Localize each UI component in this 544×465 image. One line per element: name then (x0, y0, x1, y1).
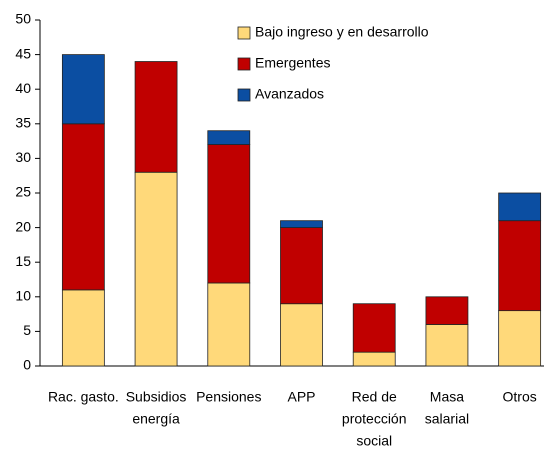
bar-segment (61, 54, 105, 125)
bar-segment (498, 310, 542, 367)
legend-label: Emergentes (255, 55, 330, 71)
y-tick-label: 30 (15, 149, 31, 165)
y-tick-label: 40 (15, 80, 31, 96)
y-tick-label: 50 (15, 11, 31, 27)
bar-segment (352, 351, 396, 367)
bar-segment (425, 324, 469, 367)
x-tick-label: social (356, 433, 392, 449)
y-tick-label: 15 (15, 253, 31, 269)
x-tick-label: salarial (425, 411, 469, 427)
y-tick-label: 0 (23, 357, 31, 373)
x-tick-label: Pensiones (196, 389, 261, 405)
bar-segment (61, 289, 105, 367)
y-tick-label: 20 (15, 218, 31, 234)
bar-segment (134, 171, 178, 367)
bar-segment (352, 303, 396, 353)
x-tick-label: energía (132, 411, 180, 427)
y-tick-label: 5 (23, 322, 31, 338)
legend-swatch (237, 88, 251, 102)
x-tick-label: Red de (352, 389, 397, 405)
x-tick-label: Otros (503, 389, 537, 405)
y-tick-label: 10 (15, 288, 31, 304)
y-tick-label: 35 (15, 115, 31, 131)
bar-segment (498, 220, 542, 312)
bar-segment (134, 61, 178, 173)
legend-label: Avanzados (255, 86, 324, 102)
x-tick-label: Masa (430, 389, 464, 405)
bar-segment (280, 303, 323, 367)
x-tick-label: Rac. gasto. (48, 389, 119, 405)
bar-segment (207, 144, 251, 284)
bar-segment (280, 227, 323, 305)
legend-label: Bajo ingreso y en desarrollo (255, 24, 429, 40)
x-tick-label: Subsidios (126, 389, 187, 405)
y-tick-label: 25 (15, 184, 31, 200)
legend-swatch (237, 26, 251, 40)
bar-segment (61, 123, 105, 291)
bar-segment (207, 130, 251, 145)
bar-segment (280, 220, 323, 228)
y-tick-label: 45 (15, 45, 31, 61)
legend-swatch (237, 57, 251, 71)
bar-segment (425, 296, 469, 325)
bar-segment (498, 192, 542, 222)
bar-segment (207, 282, 251, 367)
x-tick-label: APP (287, 389, 315, 405)
x-tick-label: protección (342, 411, 407, 427)
